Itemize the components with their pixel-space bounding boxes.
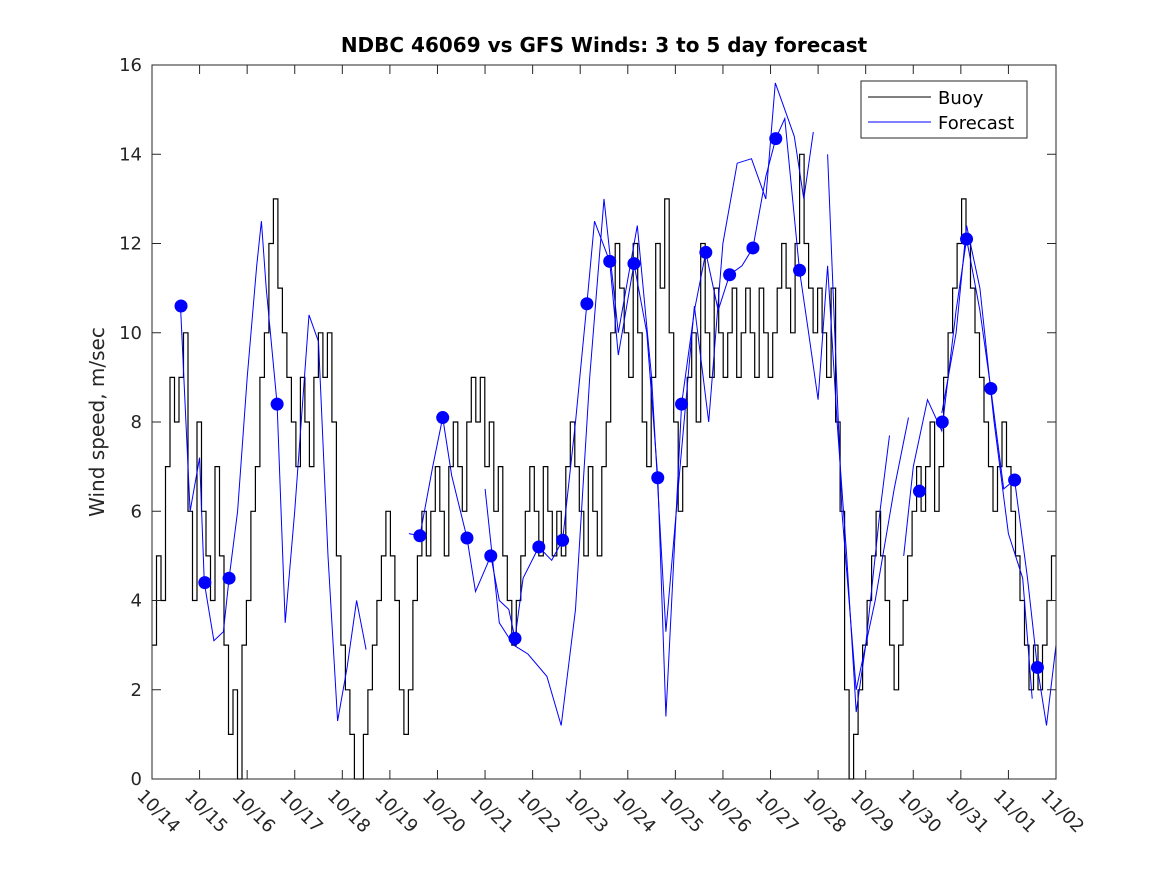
forecast-dot-5	[436, 411, 450, 425]
legend: Buoy Forecast	[860, 80, 1028, 139]
x-tick-label-9: 10/23	[561, 786, 613, 838]
forecast-dot-11	[580, 297, 594, 311]
y-tick-label-2: 4	[131, 591, 142, 612]
y-tick-label-7: 14	[119, 144, 142, 165]
forecast-dot-18	[746, 241, 760, 255]
x-tick-label-19: 11/02	[1036, 786, 1088, 838]
buoy-series-line	[152, 153, 1056, 780]
forecast-dot-12	[603, 254, 617, 268]
y-tick-label-5: 10	[119, 323, 142, 344]
forecast-dot-25	[1008, 473, 1022, 487]
x-tick-label-2: 10/16	[228, 786, 280, 838]
x-tick-label-17: 10/31	[941, 786, 993, 838]
forecast-series-line-4	[903, 238, 1057, 726]
x-tick-label-18: 11/01	[989, 786, 1041, 838]
y-tick-label-1: 2	[131, 680, 142, 701]
x-tick-label-15: 10/29	[846, 786, 898, 838]
x-tick-label-5: 10/19	[370, 786, 422, 838]
x-tick-label-8: 10/22	[513, 786, 565, 838]
y-tick-label-4: 8	[131, 412, 142, 433]
y-tick-label-3: 6	[131, 501, 142, 522]
forecast-dot-4	[413, 529, 427, 543]
x-tick-label-4: 10/18	[323, 786, 375, 838]
legend-box	[860, 80, 1028, 139]
plot-background	[152, 65, 1056, 779]
forecast-dot-26	[1030, 660, 1044, 674]
forecast-dot-20	[793, 263, 807, 277]
forecast-dot-19	[769, 132, 783, 146]
x-tick-label-16: 10/30	[894, 786, 946, 838]
chart-title: NDBC 46069 vs GFS Winds: 3 to 5 day fore…	[341, 33, 868, 57]
x-tick-label-13: 10/27	[751, 786, 803, 838]
forecast-series-line-2	[484, 82, 814, 726]
forecast-dot-24	[984, 382, 998, 396]
forecast-dot-23	[960, 232, 974, 246]
forecast-dot-21	[912, 484, 926, 498]
x-tick-label-11: 10/25	[656, 786, 708, 838]
forecast-dot-14	[651, 471, 665, 485]
forecast-dot-16	[699, 245, 713, 259]
x-tick-label-14: 10/28	[799, 786, 851, 838]
plot-area: 024681012141610/1410/1510/1610/1710/1810…	[119, 55, 1088, 837]
forecast-dot-2	[222, 571, 236, 585]
legend-forecast-label: Forecast	[938, 113, 1014, 134]
forecast-dot-22	[935, 415, 949, 429]
x-tick-label-3: 10/17	[275, 786, 327, 838]
forecast-series-line-0	[180, 221, 367, 722]
forecast-series-line-3	[827, 154, 909, 690]
x-tick-label-10: 10/24	[608, 786, 660, 838]
forecast-dot-7	[484, 549, 498, 563]
y-tick-label-6: 12	[119, 234, 142, 255]
y-tick-label-8: 16	[119, 55, 142, 76]
forecast-dot-0	[174, 299, 188, 313]
forecast-dot-1	[198, 576, 212, 590]
forecast-dot-3	[270, 397, 284, 411]
forecast-dot-13	[627, 257, 641, 271]
x-tick-label-12: 10/26	[703, 786, 755, 838]
x-tick-label-0: 10/14	[132, 786, 184, 838]
y-axis-label: Wind speed, m/sec	[85, 327, 109, 517]
forecast-dot-17	[723, 268, 737, 282]
legend-buoy-label: Buoy	[938, 88, 984, 109]
forecast-dot-9	[532, 540, 546, 554]
x-tick-label-1: 10/15	[180, 786, 232, 838]
forecast-dot-15	[675, 397, 689, 411]
forecast-series-line-1	[408, 116, 890, 717]
x-tick-label-6: 10/20	[418, 786, 470, 838]
forecast-dot-6	[460, 531, 474, 545]
x-tick-label-7: 10/21	[466, 786, 518, 838]
forecast-dot-10	[556, 533, 570, 547]
forecast-dot-8	[508, 631, 522, 645]
forecast-series-line-5	[941, 225, 1033, 699]
y-tick-label-0: 0	[131, 769, 142, 790]
